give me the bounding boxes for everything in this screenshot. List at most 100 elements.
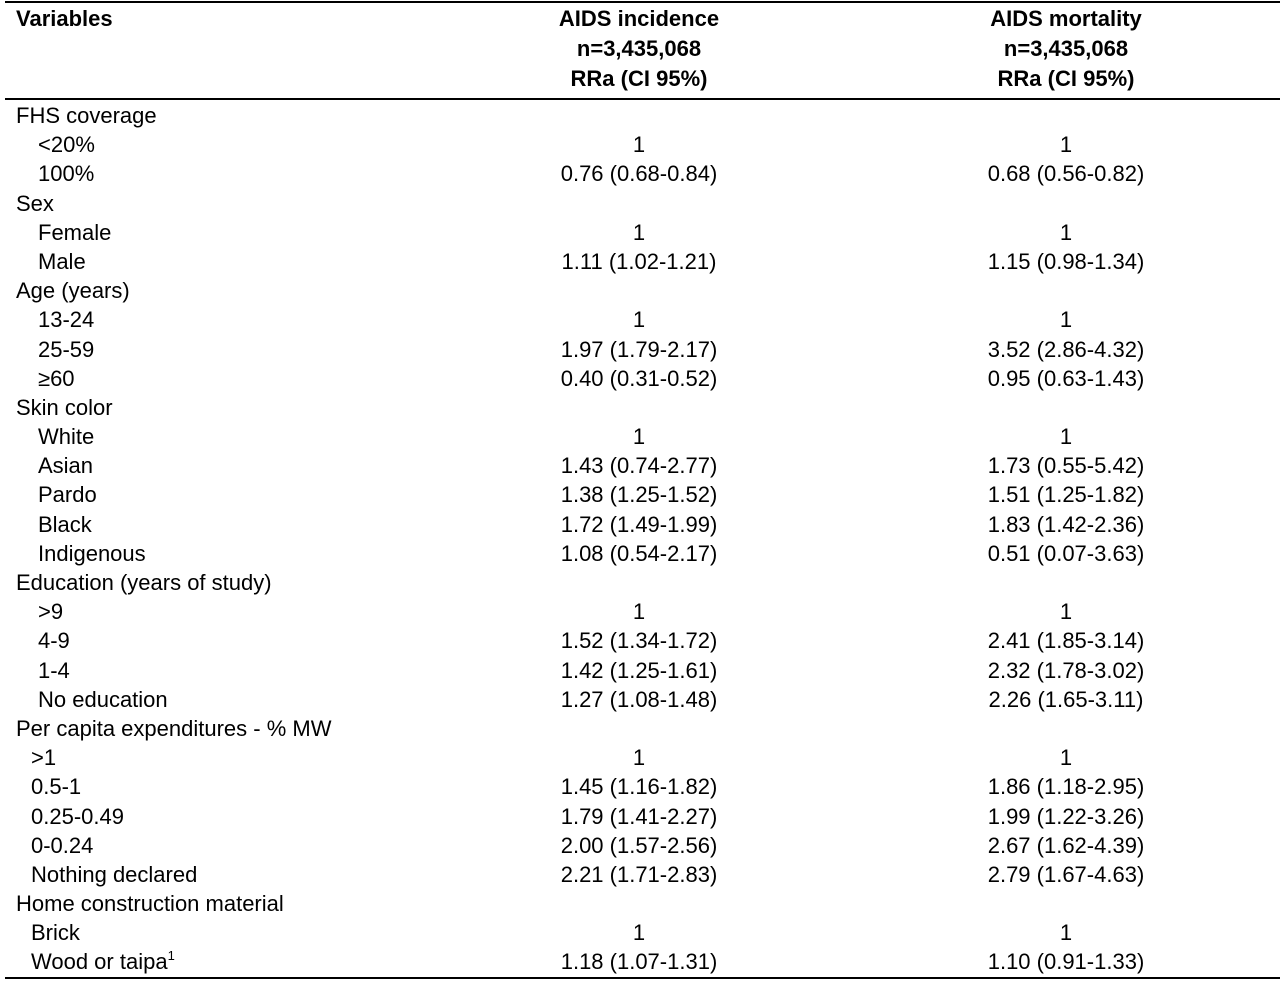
incidence-cell: 1.08 (0.54-2.17) <box>560 540 718 566</box>
table-group-row: Age (years) <box>0 276 1280 305</box>
group-label: Skin color <box>16 393 113 422</box>
row-label-text: Education (years of study) <box>16 570 272 595</box>
mortality-cell: 1.73 (0.55-5.42) <box>987 453 1145 479</box>
row-label: 0.5-1 <box>31 772 81 801</box>
mortality-cell: 1 <box>1059 424 1073 450</box>
table-row: Brick 1 1 <box>0 918 1280 947</box>
table-row: Asian 1.43 (0.74-2.77) 1.73 (0.55-5.42) <box>0 451 1280 480</box>
incidence-cell: 1.52 (1.34-1.72) <box>560 628 718 654</box>
group-label: Sex <box>16 189 54 218</box>
row-label: 25-59 <box>38 335 94 364</box>
table-row: No education 1.27 (1.08-1.48) 2.26 (1.65-3… <box>0 685 1280 714</box>
row-label: 1-4 <box>38 656 70 685</box>
header-incidence-n: n=3,435,068 <box>576 36 702 61</box>
row-label-text: Male <box>38 248 86 274</box>
row-label: 4-9 <box>38 626 70 655</box>
table-row: >9 1 1 <box>0 597 1280 626</box>
row-label-text: 0-0.24 <box>31 832 94 858</box>
incidence-cell: 1.38 (1.25-1.52) <box>560 482 718 508</box>
row-label-text: Age (years) <box>16 278 130 304</box>
table-row: 0.5-1 1.45 (1.16-1.82) 1.86 (1.18-2.95) <box>0 772 1280 801</box>
mortality-cell: 1 <box>1059 307 1073 333</box>
row-label-text: No education <box>38 686 168 712</box>
table-row: Black 1.72 (1.49-1.99) 1.83 (1.42-2.36) <box>0 510 1280 539</box>
table-body: FHS coverage <20% 1 1 100% 0.76 (0.68-0.84) 0.… <box>0 101 1280 977</box>
incidence-cell: 1.11 (1.02-1.21) <box>561 248 717 274</box>
mortality-cell: 1.99 (1.22-3.26) <box>987 803 1145 829</box>
header-aids-incidence: AIDS incidence n=3,435,068 RRa (CI 95%) <box>439 4 839 94</box>
incidence-cell: 1.43 (0.74-2.77) <box>560 453 718 479</box>
row-label-text: Asian <box>38 453 94 479</box>
group-label: Education (years of study) <box>16 568 272 597</box>
row-label-text: FHS coverage <box>16 103 157 128</box>
row-label-text: 25-59 <box>38 336 95 362</box>
mortality-cell: 1 <box>1059 599 1073 625</box>
row-label: Indigenous <box>38 539 146 568</box>
row-label-text: Indigenous <box>38 540 146 566</box>
mortality-cell: 0.95 (0.63-1.43) <box>987 365 1145 391</box>
table-row: 13-24 1 1 <box>0 305 1280 334</box>
header-variables: Variables <box>16 6 113 31</box>
table-row: 4-9 1.52 (1.34-1.72) 2.41 (1.85-3.14) <box>0 626 1280 655</box>
header-incidence-measure: RRa (CI 95%) <box>570 66 708 91</box>
row-label: Asian <box>38 451 93 480</box>
row-label: >9 <box>38 597 63 626</box>
incidence-cell: 1 <box>632 219 646 245</box>
row-label: 0.25-0.49 <box>31 802 124 831</box>
table-group-row: Per capita expenditures - % MW <box>0 714 1280 743</box>
table-row: 0-0.24 2.00 (1.57-2.56) 2.67 (1.62-4.39) <box>0 831 1280 860</box>
row-label: Female <box>38 218 111 247</box>
table-row: Wood or taipa1 1.18 (1.07-1.31) 1.10 (0.91… <box>0 947 1280 976</box>
row-label-text: Sex <box>16 190 54 216</box>
table-group-row: FHS coverage <box>0 101 1280 130</box>
row-label: >1 <box>31 743 56 772</box>
mortality-cell: 1.10 (0.91-1.33) <box>987 949 1145 975</box>
mortality-cell: 3.52 (2.86-4.32) <box>987 336 1145 362</box>
row-label-text: ≥60 <box>38 365 75 391</box>
mortality-cell: 0.51 (0.07-3.63) <box>987 540 1145 566</box>
row-label-text: <20% <box>38 132 95 158</box>
mortality-cell: 2.79 (1.67-4.63) <box>987 861 1145 887</box>
row-label: Brick <box>31 918 80 947</box>
incidence-cell: 1 <box>632 599 646 625</box>
row-label-text: 1-4 <box>38 657 70 683</box>
row-label: 100% <box>38 159 94 188</box>
incidence-cell: 1.72 (1.49-1.99) <box>560 511 718 537</box>
table-group-row: Home construction material <box>0 889 1280 918</box>
row-label-text: White <box>38 424 95 450</box>
table-row: 25-59 1.97 (1.79-2.17) 3.52 (2.86-4.32) <box>0 335 1280 364</box>
table-group-row: Sex <box>0 189 1280 218</box>
group-label: Age (years) <box>16 276 130 305</box>
header-mortality-title: AIDS mortality <box>990 6 1142 31</box>
mortality-cell: 1.83 (1.42-2.36) <box>987 511 1145 537</box>
row-label-text: Skin color <box>16 394 113 420</box>
header-incidence-title: AIDS incidence <box>558 6 720 31</box>
row-label-text: Pardo <box>38 482 97 508</box>
row-label-text: Per capita expenditures - % MW <box>16 715 332 741</box>
table-row: Pardo 1.38 (1.25-1.52) 1.51 (1.25-1.82) <box>0 480 1280 509</box>
mortality-cell: 1 <box>1059 920 1073 946</box>
row-label: Black <box>38 510 92 539</box>
incidence-cell: 1 <box>632 307 646 333</box>
table-group-row: Skin color <box>0 393 1280 422</box>
row-label-text: 0.5-1 <box>31 774 82 800</box>
incidence-cell: 1 <box>632 920 646 946</box>
header-rule <box>5 98 1280 100</box>
incidence-cell: 1 <box>632 745 646 771</box>
table-row: >1 1 1 <box>0 743 1280 772</box>
table-row: 100% 0.76 (0.68-0.84) 0.68 (0.56-0.82) <box>0 159 1280 188</box>
mortality-cell: 1 <box>1059 219 1073 245</box>
table-row: 0.25-0.49 1.79 (1.41-2.27) 1.99 (1.22-3.26… <box>0 802 1280 831</box>
table-row: White 1 1 <box>0 422 1280 451</box>
table-row: Female 1 1 <box>0 218 1280 247</box>
row-label-text: Black <box>38 511 92 537</box>
incidence-cell: 1.45 (1.16-1.82) <box>560 774 718 800</box>
row-label-text: Home construction material <box>16 891 284 917</box>
row-label: Male <box>38 247 86 276</box>
row-label-text: 100% <box>38 161 95 187</box>
row-label: 0-0.24 <box>31 831 93 860</box>
table-row: <20% 1 1 <box>0 130 1280 159</box>
group-label: FHS coverage <box>16 101 157 130</box>
row-label: 13-24 <box>38 305 94 334</box>
